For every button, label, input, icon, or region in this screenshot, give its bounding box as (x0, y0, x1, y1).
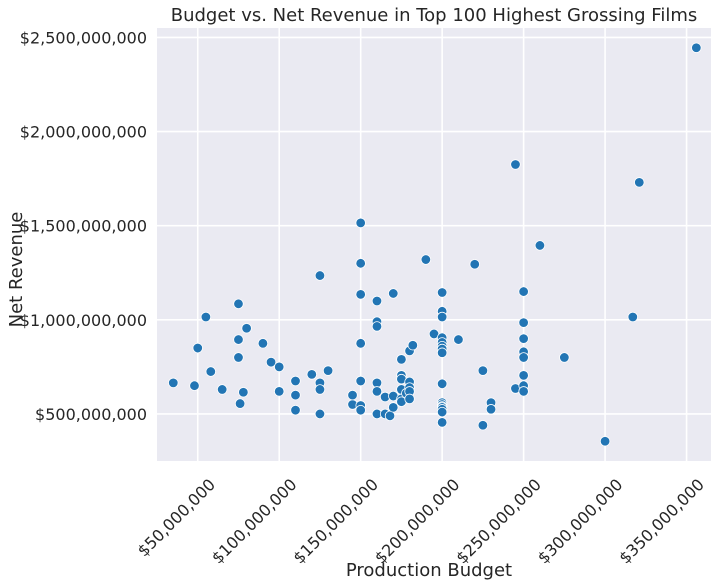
data-point (168, 377, 179, 389)
x-tick-label: $300,000,000 (534, 475, 627, 568)
data-point (634, 177, 645, 188)
x-tick-label: $250,000,000 (452, 475, 545, 568)
data-point (371, 295, 383, 307)
x-tick-labels: $50,000,000$100,000,000$150,000,000$200,… (134, 475, 708, 568)
data-point (436, 347, 448, 358)
data-point (485, 404, 497, 415)
data-point (518, 386, 529, 397)
data-point (388, 288, 399, 299)
data-point (477, 365, 489, 376)
data-point (274, 386, 285, 397)
data-point (322, 365, 334, 376)
data-point (518, 352, 529, 363)
data-point (355, 289, 366, 300)
data-point (436, 406, 448, 418)
data-point (200, 311, 212, 323)
data-point (274, 361, 285, 373)
data-point (469, 259, 480, 270)
data-point (355, 404, 366, 416)
data-point (314, 270, 326, 281)
data-point (627, 311, 638, 323)
x-tick-label: $100,000,000 (208, 475, 301, 568)
data-point (233, 298, 244, 310)
data-point (314, 384, 326, 395)
y-tick-label: $500,000,000 (35, 405, 147, 424)
x-tick-label: $350,000,000 (615, 475, 708, 568)
data-point (234, 398, 246, 409)
data-point (355, 217, 366, 229)
data-point (355, 375, 366, 387)
x-axis-label: Production Budget (346, 560, 512, 581)
data-point (347, 389, 358, 401)
data-point (518, 317, 529, 328)
data-point (290, 404, 301, 416)
data-point (599, 436, 611, 447)
data-point (355, 258, 366, 269)
plot-area (157, 28, 711, 461)
data-point (436, 287, 448, 298)
data-point (257, 338, 269, 349)
data-point (265, 356, 277, 368)
data-point (290, 389, 301, 401)
x-tick-label: $200,000,000 (371, 475, 464, 568)
y-tick-label: $1,500,000,000 (20, 217, 147, 236)
data-point (306, 369, 317, 380)
data-point (436, 378, 448, 390)
data-point (233, 334, 244, 345)
data-point (510, 159, 521, 170)
data-point (534, 240, 546, 251)
data-point (477, 420, 489, 431)
data-point (216, 384, 228, 395)
y-tick-label: $2,500,000,000 (20, 28, 147, 47)
chart-title: Budget vs. Net Revenue in Top 100 Highes… (171, 5, 698, 26)
y-axis-label: Net Revenue (6, 212, 27, 328)
gridlines (157, 28, 711, 461)
x-tick-label: $50,000,000 (134, 475, 219, 560)
data-point (396, 354, 407, 365)
data-point (189, 380, 200, 391)
data-point (453, 334, 464, 345)
y-tick-label: $1,000,000,000 (20, 311, 147, 330)
data-point (205, 366, 216, 377)
data-point (420, 254, 432, 265)
data-point (355, 338, 366, 349)
data-point (388, 402, 399, 413)
data-points (168, 42, 702, 447)
data-point (436, 311, 448, 323)
data-point (559, 352, 570, 363)
y-tick-label: $2,000,000,000 (20, 123, 147, 142)
data-point (290, 375, 301, 387)
data-point (404, 393, 415, 405)
data-point (407, 340, 419, 351)
data-point (518, 286, 529, 297)
data-point (233, 352, 244, 363)
data-point (241, 323, 252, 334)
x-tick-label: $150,000,000 (289, 475, 382, 568)
data-point (518, 370, 529, 381)
data-point (436, 417, 448, 428)
data-point (314, 408, 326, 420)
data-point (371, 386, 383, 397)
data-point (238, 387, 249, 398)
data-point (691, 42, 702, 53)
data-point (518, 333, 529, 344)
data-point (371, 321, 383, 332)
y-tick-labels: $500,000,000 $1,000,000,000 $1,500,000,000… (20, 28, 147, 424)
data-point (192, 342, 203, 354)
